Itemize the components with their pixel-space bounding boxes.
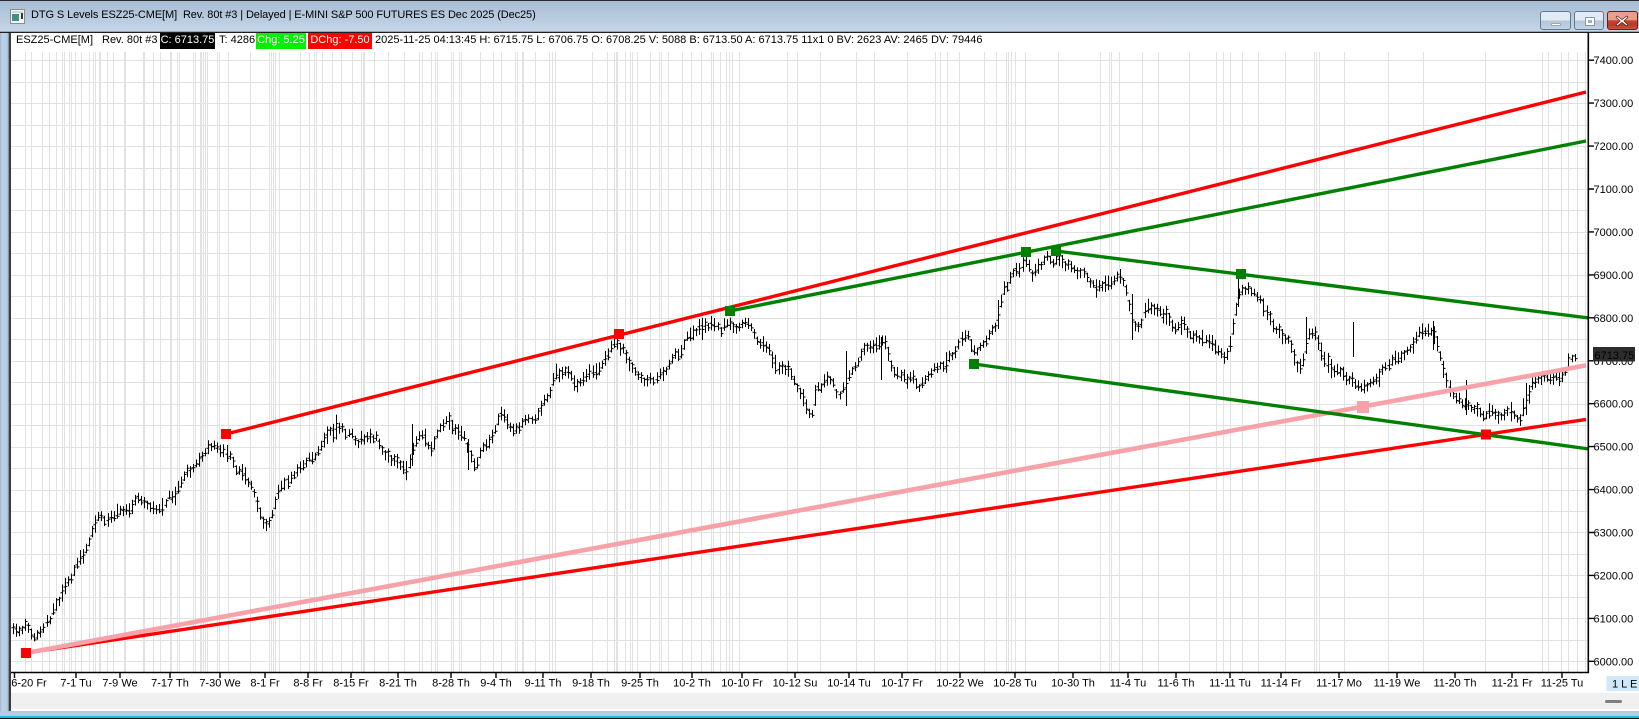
svg-text:9-18 Th: 9-18 Th bbox=[572, 678, 610, 690]
svg-text:6300.00: 6300.00 bbox=[1594, 528, 1634, 540]
svg-text:11-25 Tu: 11-25 Tu bbox=[1541, 678, 1584, 690]
svg-text:11-4 Tu: 11-4 Tu bbox=[1110, 678, 1147, 690]
svg-text:7-9 We: 7-9 We bbox=[102, 678, 137, 690]
svg-text:7400.00: 7400.00 bbox=[1594, 55, 1634, 67]
svg-text:11-14 Fr: 11-14 Fr bbox=[1261, 678, 1302, 690]
svg-text:11-19 We: 11-19 We bbox=[1374, 678, 1421, 690]
svg-text:7200.00: 7200.00 bbox=[1594, 141, 1634, 153]
svg-text:11-20 Th: 11-20 Th bbox=[1433, 678, 1476, 690]
svg-text:11-17 Mo: 11-17 Mo bbox=[1316, 678, 1362, 690]
svg-text:8-28 Th: 8-28 Th bbox=[432, 678, 470, 690]
svg-text:8-1 Fr: 8-1 Fr bbox=[250, 678, 280, 690]
svg-text:7-30 We: 7-30 We bbox=[199, 678, 240, 690]
svg-text:7-1 Tu: 7-1 Tu bbox=[60, 678, 91, 690]
svg-text:9-25 Th: 9-25 Th bbox=[621, 678, 659, 690]
svg-text:10-2 Th: 10-2 Th bbox=[673, 678, 711, 690]
svg-text:6800.00: 6800.00 bbox=[1594, 313, 1634, 325]
svg-text:6400.00: 6400.00 bbox=[1594, 485, 1634, 497]
svg-text:6900.00: 6900.00 bbox=[1594, 270, 1634, 282]
svg-text:6100.00: 6100.00 bbox=[1594, 613, 1634, 625]
svg-text:10-10 Fr: 10-10 Fr bbox=[721, 678, 763, 690]
svg-text:10-17 Fr: 10-17 Fr bbox=[881, 678, 923, 690]
svg-text:7-17 Th: 7-17 Th bbox=[151, 678, 189, 690]
svg-text:9-11 Th: 9-11 Th bbox=[525, 678, 562, 690]
svg-text:11-21 Fr: 11-21 Fr bbox=[1492, 678, 1533, 690]
svg-text:6000.00: 6000.00 bbox=[1594, 656, 1634, 668]
svg-text:6500.00: 6500.00 bbox=[1594, 442, 1634, 454]
svg-text:8-8 Fr: 8-8 Fr bbox=[293, 678, 323, 690]
svg-text:7000.00: 7000.00 bbox=[1594, 227, 1634, 239]
svg-text:10-30 Th: 10-30 Th bbox=[1051, 678, 1095, 690]
svg-text:10-12 Su: 10-12 Su bbox=[773, 678, 818, 690]
svg-text:6200.00: 6200.00 bbox=[1594, 570, 1634, 582]
svg-text:8-15 Fr: 8-15 Fr bbox=[333, 678, 369, 690]
svg-text:1 L E: 1 L E bbox=[1612, 679, 1637, 691]
svg-text:8-21 Th: 8-21 Th bbox=[379, 678, 417, 690]
svg-text:6-20 Fr: 6-20 Fr bbox=[11, 678, 47, 690]
svg-text:10-22 We: 10-22 We bbox=[936, 678, 984, 690]
svg-text:10-14 Tu: 10-14 Tu bbox=[827, 678, 870, 690]
svg-text:6713.75: 6713.75 bbox=[1595, 350, 1635, 362]
svg-text:7100.00: 7100.00 bbox=[1594, 184, 1634, 196]
svg-text:6600.00: 6600.00 bbox=[1594, 399, 1634, 411]
svg-text:11-6 Th: 11-6 Th bbox=[1158, 678, 1195, 690]
svg-text:11-11 Tu: 11-11 Tu bbox=[1209, 678, 1251, 690]
svg-text:10-28 Tu: 10-28 Tu bbox=[993, 678, 1036, 690]
svg-text:7300.00: 7300.00 bbox=[1594, 98, 1634, 110]
svg-text:9-4 Th: 9-4 Th bbox=[480, 678, 512, 690]
